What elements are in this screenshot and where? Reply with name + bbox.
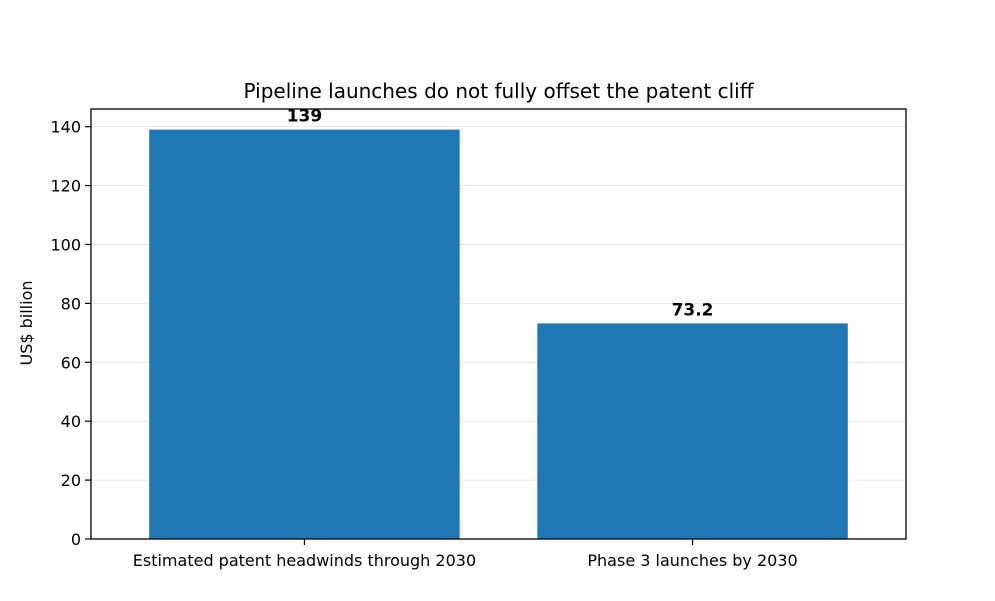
y-tick-label: 40 (61, 412, 81, 431)
y-tick-label: 140 (50, 118, 81, 137)
y-tick-label: 80 (61, 294, 81, 313)
chart-title: Pipeline launches do not fully offset th… (244, 79, 755, 103)
data-labels: 139 73.2 (287, 107, 714, 321)
data-label: 139 (287, 107, 323, 127)
y-tick-label: 120 (50, 177, 81, 196)
y-axis: 0 20 40 60 80 100 120 140 (50, 118, 91, 549)
bar-patent-headwinds (149, 129, 460, 539)
data-label: 73.2 (672, 300, 714, 320)
bars (149, 129, 848, 539)
y-tick-label: 60 (61, 353, 81, 372)
x-tick-label: Phase 3 launches by 2030 (587, 551, 797, 570)
x-tick-label: Estimated patent headwinds through 2030 (133, 551, 476, 570)
y-tick-label: 100 (50, 235, 81, 254)
plot-frame (90, 108, 907, 540)
y-axis-label: US$ billion (17, 281, 36, 366)
x-axis: Estimated patent headwinds through 2030 P… (133, 539, 798, 570)
y-tick-label: 0 (71, 530, 81, 549)
bar-phase3-launches (537, 323, 848, 539)
y-tick-label: 20 (61, 471, 81, 490)
